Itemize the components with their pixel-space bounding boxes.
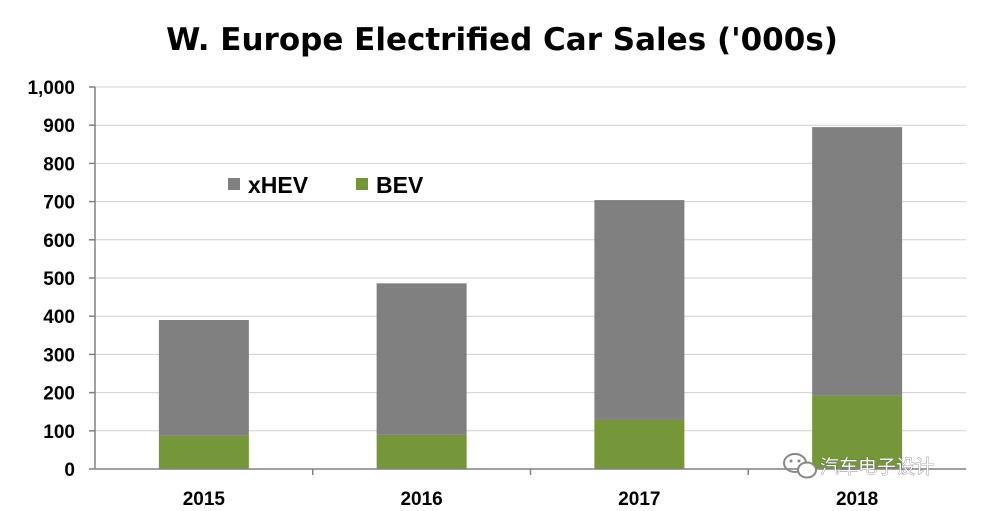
watermark-text: 汽车电子设计 [820, 456, 934, 478]
y-tick-label: 500 [43, 269, 75, 290]
y-tick-labels: 0 100 200 300 400 500 600 700 800 900 1,000 [27, 78, 75, 481]
watermark: 汽车电子设计 [783, 453, 934, 479]
wechat-icon [783, 453, 817, 479]
y-tick-label: 900 [43, 116, 75, 137]
x-tick-label: 2015 [183, 489, 226, 510]
y-tick-label: 800 [43, 154, 75, 175]
bar-xhev-2016 [376, 283, 467, 435]
y-tick-label: 400 [43, 307, 75, 328]
legend-swatch-bev [356, 178, 368, 190]
y-tick-label: 700 [43, 193, 75, 214]
y-tick-label: 0 [64, 460, 75, 481]
legend-label-bev: BEV [376, 172, 424, 198]
x-tick-label: 2018 [836, 489, 878, 510]
bars [158, 127, 903, 469]
bar-bev-2015 [158, 435, 249, 469]
bar-xhev-2018 [812, 127, 903, 396]
chart-title: W. Europe Electrified Car Sales ('000s) [166, 22, 838, 58]
y-tick-label: 100 [43, 422, 75, 443]
bar-bev-2018 [812, 395, 903, 469]
bar-bev-2017 [594, 418, 685, 469]
legend-label-xhev: xHEV [248, 172, 309, 198]
y-tick-label: 300 [43, 345, 75, 366]
legend-swatch-xhev [228, 178, 240, 190]
x-tick-label: 2017 [618, 489, 660, 510]
bar-bev-2016 [376, 434, 467, 469]
y-tick-label: 600 [43, 231, 75, 252]
legend: xHEV BEV [228, 172, 424, 198]
bar-xhev-2017 [594, 200, 685, 419]
x-tick-labels: 2015 2016 2017 2018 [183, 489, 879, 510]
x-tick-label: 2016 [400, 489, 442, 510]
y-tick-label: 200 [43, 384, 75, 405]
axes [89, 86, 966, 475]
bar-xhev-2015 [158, 320, 249, 436]
y-tick-label: 1,000 [27, 78, 75, 99]
